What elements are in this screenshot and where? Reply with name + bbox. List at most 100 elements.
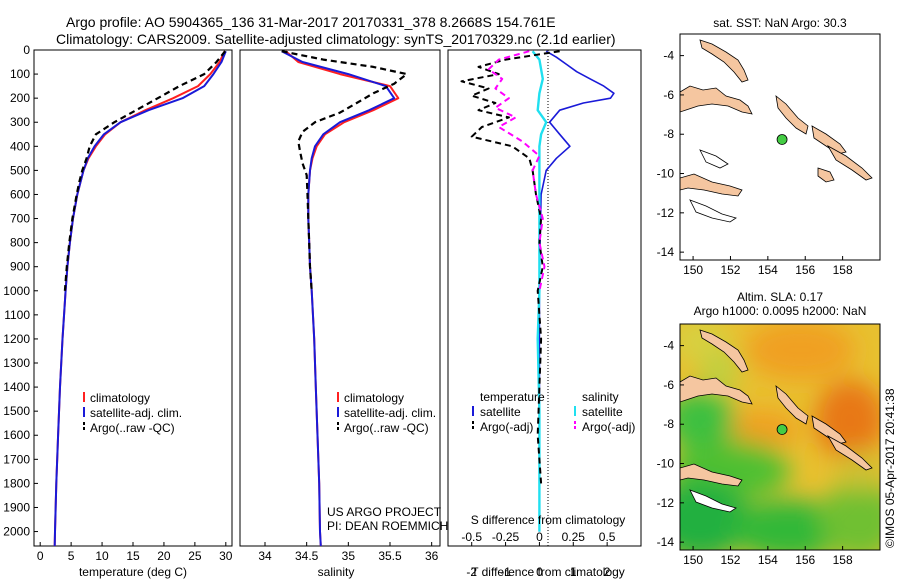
reef-outline bbox=[699, 149, 729, 169]
sla-heatmap bbox=[680, 324, 880, 550]
pi-label: PI: DEAN ROEMMICH bbox=[327, 519, 448, 533]
map-x-tick-label: 154 bbox=[758, 263, 778, 277]
land-papua bbox=[680, 463, 743, 487]
sst-map-panel: sat. SST: NaN Argo: 30.3 150 152 154 156 158… bbox=[657, 16, 881, 277]
x-tick-label: 34 bbox=[258, 549, 272, 563]
s-tick-label: -0.5 bbox=[461, 530, 482, 544]
y-tick-label: 1400 bbox=[3, 380, 30, 394]
series-line-2 bbox=[53, 50, 227, 547]
legend-temperature-title: temperature bbox=[480, 390, 545, 404]
salinity-legend: climatology satellite-adj. clim. Argo(..… bbox=[337, 391, 436, 435]
y-tick-label: 900 bbox=[10, 260, 30, 274]
map-y-tick-label: -6 bbox=[663, 88, 674, 102]
s-difference-label: S difference from climatology bbox=[471, 513, 626, 527]
land-louisiade bbox=[689, 199, 737, 223]
map-y-tick-label: -14 bbox=[657, 245, 675, 259]
temperature-series bbox=[53, 50, 227, 547]
map-y-tick-label: -12 bbox=[657, 206, 675, 220]
y-tick-label: 100 bbox=[10, 67, 30, 81]
x-tick-label: 36 bbox=[425, 549, 439, 563]
land-choiseul bbox=[811, 415, 847, 445]
series-line-3 bbox=[281, 50, 408, 291]
imos-timestamp: ©IMOS 05-Apr-2017 20:41:38 bbox=[883, 388, 897, 548]
x-tick-label: 15 bbox=[126, 549, 140, 563]
sst-map-frame bbox=[679, 33, 881, 261]
s-tick-label: 0 bbox=[536, 530, 543, 544]
x-tick-label: 25 bbox=[188, 549, 202, 563]
land-new-ireland bbox=[699, 329, 749, 373]
map-y-tick-label: -6 bbox=[663, 378, 674, 392]
header-line-2: Climatology: CARS2009. Satellite-adjuste… bbox=[56, 31, 616, 47]
map-x-tick-label: 152 bbox=[720, 263, 740, 277]
x-tick-label: 30 bbox=[219, 549, 233, 563]
salinity-series bbox=[281, 50, 408, 547]
land-bougainville bbox=[775, 385, 809, 425]
legend-climatology-label: climatology bbox=[90, 391, 150, 405]
legend-salinity-title: salinity bbox=[582, 390, 619, 404]
salinity-x-axis: 34 34.5 35 35.5 36 bbox=[258, 542, 439, 563]
y-tick-label: 400 bbox=[10, 139, 30, 153]
map-x-tick-label: 154 bbox=[758, 553, 778, 567]
legend-argo-label: Argo(..raw -QC) bbox=[344, 421, 429, 435]
land-santa-isabel bbox=[826, 144, 873, 181]
sla-map-frame bbox=[679, 323, 881, 551]
y-tick-label: 600 bbox=[10, 187, 30, 201]
y-tick-label: 800 bbox=[10, 236, 30, 250]
series-line-4 bbox=[487, 50, 546, 292]
y-tick-label: 300 bbox=[10, 115, 30, 129]
temperature-plot-frame bbox=[33, 49, 233, 547]
land-new-georgia bbox=[817, 167, 835, 183]
depth-axis: 0 100 200 300 400 500 600 700 800 900 1000 1100 1200… bbox=[3, 43, 38, 539]
series-line-3 bbox=[63, 50, 227, 291]
land-choiseul bbox=[811, 125, 847, 155]
land-bougainville bbox=[775, 95, 809, 135]
argo-position-marker bbox=[776, 424, 788, 435]
sst-map-background bbox=[680, 34, 880, 260]
map-y-tick-label: -12 bbox=[657, 496, 675, 510]
x-tick-label: -1 bbox=[500, 565, 511, 579]
difference-plot-frame bbox=[447, 49, 642, 547]
x-tick-label: 2 bbox=[604, 565, 611, 579]
y-tick-label: 1700 bbox=[3, 452, 30, 466]
s-tick-label: 0.5 bbox=[599, 530, 616, 544]
x-tick-label: 0 bbox=[536, 565, 543, 579]
t-difference-label: T difference from climatology bbox=[471, 565, 625, 579]
sla-map-axes: 150 152 154 156 158 -4 -6 -8 -10 -12 -14 bbox=[657, 339, 853, 567]
map-x-tick-label: 156 bbox=[795, 263, 815, 277]
salinity-plot-frame bbox=[239, 49, 441, 547]
map-y-tick-label: -4 bbox=[663, 49, 674, 63]
sst-map-axes: 150 152 154 156 158 -4 -6 -8 -10 -12 -14 bbox=[657, 49, 853, 277]
difference-series bbox=[460, 50, 615, 532]
y-tick-label: 200 bbox=[10, 91, 30, 105]
x-tick-label: 5 bbox=[68, 549, 75, 563]
map-y-tick-label: -8 bbox=[663, 417, 674, 431]
map-y-tick-label: -10 bbox=[657, 167, 675, 181]
legend-s-argo-label: Argo(-adj) bbox=[582, 420, 635, 434]
y-tick-label: 700 bbox=[10, 212, 30, 226]
map-y-tick-label: -10 bbox=[657, 457, 675, 471]
temperature-x-axis: 0 5 10 15 20 25 30 bbox=[37, 542, 233, 563]
sst-coastlines bbox=[680, 39, 873, 223]
x-tick-label: 0 bbox=[37, 549, 44, 563]
legend-climatology-label: climatology bbox=[344, 391, 404, 405]
y-tick-label: 1300 bbox=[3, 356, 30, 370]
y-tick-label: 1900 bbox=[3, 500, 30, 514]
series-line-2 bbox=[531, 50, 548, 532]
land-louisiade bbox=[689, 489, 737, 513]
y-tick-label: 2000 bbox=[3, 525, 30, 539]
difference-x-axis: -2 -1 0 1 2 -0.5 -0.25 0 0.25 0.5 bbox=[461, 530, 615, 579]
land-new-ireland bbox=[699, 39, 749, 83]
temperature-panel: 0100200300400500600700800900100011001200… bbox=[3, 43, 233, 579]
map-y-tick-label: -8 bbox=[663, 127, 674, 141]
legend-t-argo-label: Argo(-adj) bbox=[480, 420, 533, 434]
land-santa-isabel bbox=[826, 434, 873, 471]
x-tick-label: -2 bbox=[466, 565, 477, 579]
land-new-britain bbox=[680, 375, 753, 405]
legend-satellite-label: satellite-adj. clim. bbox=[344, 406, 436, 420]
x-tick-label: 35.5 bbox=[378, 549, 402, 563]
series-line-3 bbox=[460, 50, 560, 484]
s-tick-label: -0.25 bbox=[492, 530, 520, 544]
header-line-1: Argo profile: AO 5904365_136 31-Mar-2017… bbox=[66, 14, 556, 30]
x-tick-label: 35 bbox=[342, 549, 356, 563]
